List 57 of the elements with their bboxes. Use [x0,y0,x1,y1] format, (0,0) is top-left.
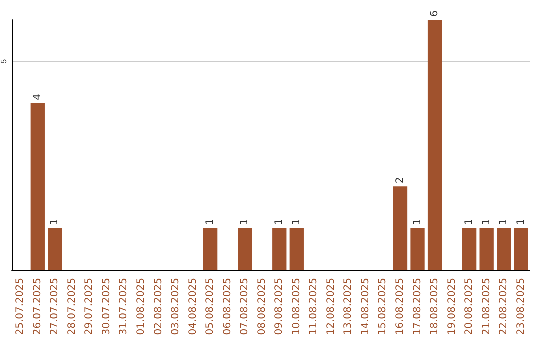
bar [238,228,252,270]
bar [410,228,425,270]
x-tick-label: 26.07.2025 [32,278,44,336]
bar [290,228,304,270]
x-tick-label: 17.08.2025 [412,278,424,336]
data-label: 2 [395,177,406,184]
x-tick-label: 07.08.2025 [240,278,251,336]
x-tick-label: 04.08.2025 [188,278,199,336]
x-tick-label: 15.08.2025 [378,278,389,336]
x-tick-label: 14.08.2025 [360,278,372,336]
data-label: 1 [498,218,510,226]
x-tick-label: 20.08.2025 [464,278,476,336]
bar [497,228,512,270]
data-label: 1 [205,218,216,226]
x-tick-label: 25.07.2025 [15,278,26,336]
data-label: 1 [464,218,476,226]
data-label: 1 [50,218,61,226]
bar [480,228,494,270]
bar [48,228,62,270]
x-tick-label: 16.08.2025 [395,278,406,336]
bar [30,103,45,270]
y-tick-label: 5 [0,58,8,64]
x-tick-label: 01.08.2025 [136,278,147,336]
x-tick-label: 03.08.2025 [170,278,182,336]
x-tick-label: 29.07.2025 [84,278,96,336]
x-tick-label: 10.08.2025 [291,278,302,336]
x-tick-label: 08.08.2025 [256,278,268,336]
data-label: 1 [481,218,492,226]
x-tick-label: 18.08.2025 [430,278,441,336]
bar [203,228,218,270]
bar [428,20,442,270]
data-label: 6 [430,10,441,17]
x-tick-label: 13.08.2025 [343,278,354,336]
x-tick-label: 02.08.2025 [153,278,164,336]
x-tick-label: 31.07.2025 [118,278,130,336]
x-tick-label: 27.07.2025 [50,278,61,336]
x-tick-label: 19.08.2025 [446,278,458,336]
data-label: 1 [291,218,302,226]
bar [514,228,528,270]
bar [272,228,287,270]
x-tick-label: 12.08.2025 [326,278,337,336]
x-tick-label: 23.08.2025 [516,278,527,336]
x-tick-label: 05.08.2025 [205,278,216,336]
x-tick-label: 22.08.2025 [498,278,510,336]
bar [393,186,408,270]
x-tick-label: 30.07.2025 [101,278,112,336]
data-label: 1 [274,218,286,226]
x-tick-label: 06.08.2025 [222,278,234,336]
x-tick-label: 28.07.2025 [66,278,78,336]
bar [462,228,477,270]
data-label: 1 [240,218,251,226]
x-tick-label: 21.08.2025 [481,278,492,336]
data-label: 1 [516,218,527,226]
data-label: 1 [412,218,424,226]
x-tick-label: 11.08.2025 [308,278,320,336]
data-label: 4 [32,94,44,100]
x-tick-label: 09.08.2025 [274,278,286,336]
